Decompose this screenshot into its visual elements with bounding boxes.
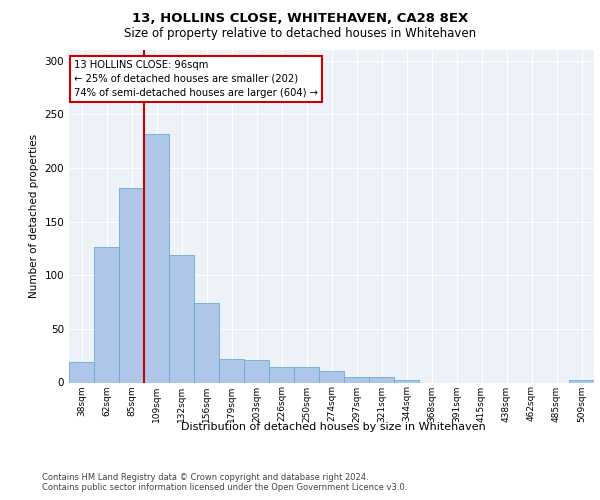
Bar xyxy=(119,188,144,382)
Bar xyxy=(144,134,169,382)
Bar xyxy=(319,370,344,382)
Bar xyxy=(69,362,94,382)
Y-axis label: Number of detached properties: Number of detached properties xyxy=(29,134,39,298)
Text: 13, HOLLINS CLOSE, WHITEHAVEN, CA28 8EX: 13, HOLLINS CLOSE, WHITEHAVEN, CA28 8EX xyxy=(132,12,468,26)
Bar xyxy=(194,303,219,382)
Bar xyxy=(219,359,244,382)
Bar xyxy=(269,368,294,382)
Text: Distribution of detached houses by size in Whitehaven: Distribution of detached houses by size … xyxy=(181,422,485,432)
Text: Contains HM Land Registry data © Crown copyright and database right 2024.: Contains HM Land Registry data © Crown c… xyxy=(42,472,368,482)
Bar xyxy=(94,248,119,382)
Bar xyxy=(569,380,594,382)
Bar xyxy=(244,360,269,382)
Bar xyxy=(169,255,194,382)
Text: 13 HOLLINS CLOSE: 96sqm
← 25% of detached houses are smaller (202)
74% of semi-d: 13 HOLLINS CLOSE: 96sqm ← 25% of detache… xyxy=(74,60,318,98)
Bar xyxy=(344,377,369,382)
Text: Size of property relative to detached houses in Whitehaven: Size of property relative to detached ho… xyxy=(124,28,476,40)
Bar xyxy=(394,380,419,382)
Bar xyxy=(294,368,319,382)
Bar xyxy=(369,377,394,382)
Text: Contains public sector information licensed under the Open Government Licence v3: Contains public sector information licen… xyxy=(42,484,407,492)
